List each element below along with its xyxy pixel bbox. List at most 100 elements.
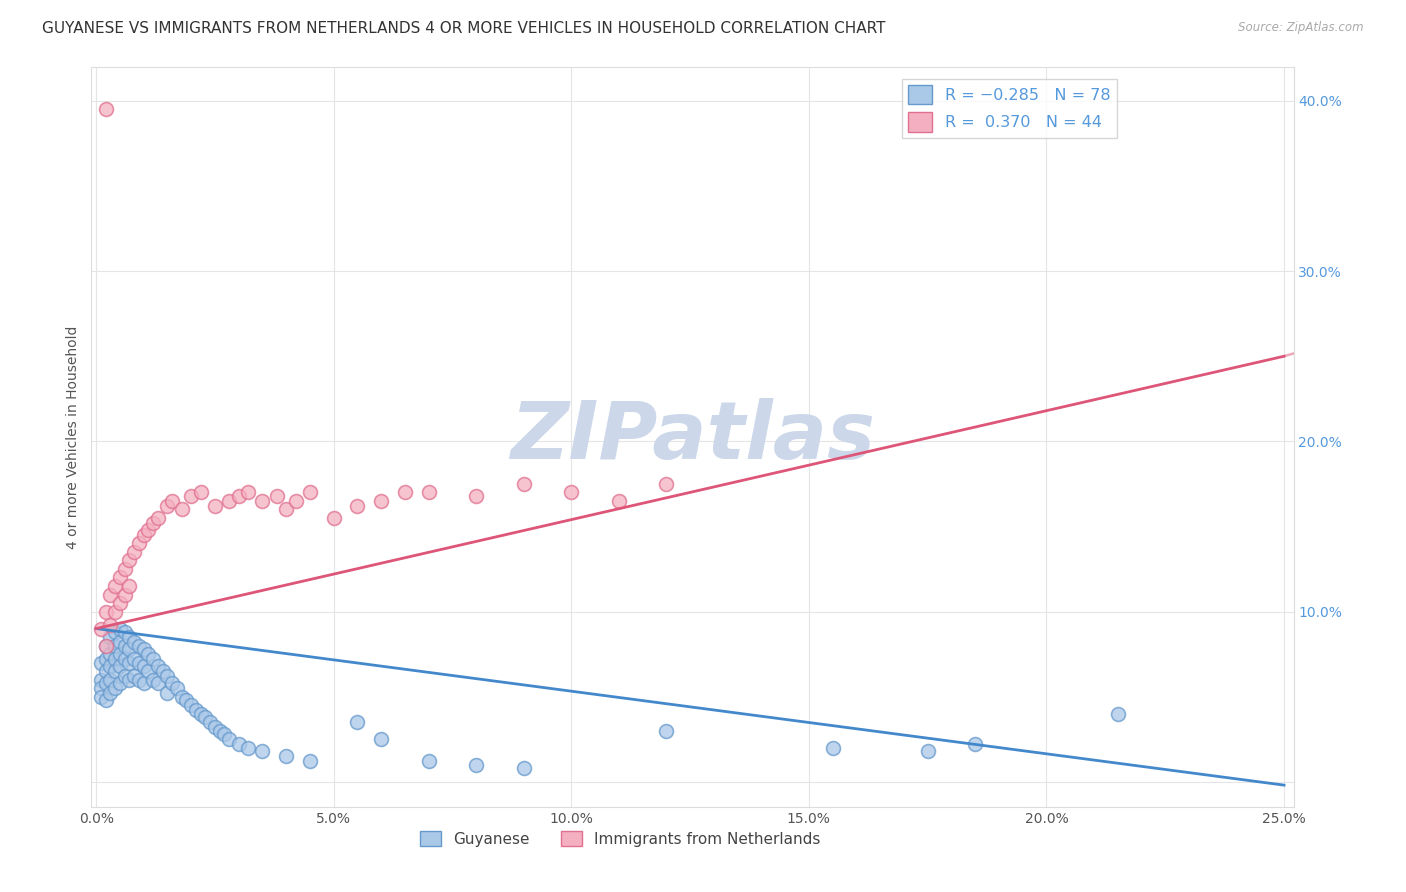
- Point: [108, 596, 131, 610]
- Point: [156, 499, 179, 513]
- Point: [94, 639, 117, 653]
- Point: [94, 103, 117, 117]
- Point: [122, 652, 145, 666]
- Point: [90, 656, 112, 670]
- Point: [118, 579, 141, 593]
- Point: [146, 659, 169, 673]
- Point: [346, 715, 368, 730]
- Point: [142, 516, 165, 530]
- Point: [104, 579, 127, 593]
- Point: [128, 639, 150, 653]
- Point: [114, 639, 136, 653]
- Point: [214, 727, 236, 741]
- Point: [100, 618, 122, 632]
- Point: [90, 681, 112, 695]
- Point: [114, 562, 136, 576]
- Point: [108, 635, 131, 649]
- Point: [208, 723, 231, 738]
- Point: [184, 703, 207, 717]
- Point: [513, 476, 536, 491]
- Point: [418, 754, 440, 768]
- Point: [108, 676, 131, 690]
- Point: [100, 630, 122, 644]
- Point: [465, 489, 488, 503]
- Point: [228, 737, 250, 751]
- Point: [252, 744, 274, 758]
- Point: [513, 761, 536, 775]
- Point: [94, 639, 117, 653]
- Point: [298, 485, 321, 500]
- Point: [90, 673, 112, 687]
- Point: [118, 553, 141, 567]
- Point: [138, 523, 160, 537]
- Point: [276, 749, 298, 764]
- Point: [122, 635, 145, 649]
- Point: [152, 664, 174, 678]
- Legend: Guyanese, Immigrants from Netherlands: Guyanese, Immigrants from Netherlands: [413, 825, 827, 853]
- Point: [100, 673, 122, 687]
- Point: [108, 570, 131, 584]
- Point: [370, 732, 392, 747]
- Point: [114, 652, 136, 666]
- Point: [238, 485, 260, 500]
- Point: [218, 732, 240, 747]
- Point: [965, 737, 987, 751]
- Point: [160, 676, 183, 690]
- Point: [284, 494, 307, 508]
- Point: [90, 622, 112, 636]
- Point: [194, 710, 217, 724]
- Point: [821, 740, 844, 755]
- Point: [104, 664, 127, 678]
- Point: [104, 624, 127, 639]
- Point: [204, 720, 226, 734]
- Point: [176, 693, 198, 707]
- Point: [1107, 706, 1129, 721]
- Point: [114, 669, 136, 683]
- Text: GUYANESE VS IMMIGRANTS FROM NETHERLANDS 4 OR MORE VEHICLES IN HOUSEHOLD CORRELAT: GUYANESE VS IMMIGRANTS FROM NETHERLANDS …: [42, 21, 886, 36]
- Point: [104, 639, 127, 653]
- Point: [132, 676, 155, 690]
- Point: [132, 659, 155, 673]
- Point: [322, 511, 344, 525]
- Point: [100, 659, 122, 673]
- Point: [560, 485, 582, 500]
- Point: [100, 587, 122, 601]
- Point: [170, 502, 193, 516]
- Point: [156, 669, 179, 683]
- Point: [190, 485, 212, 500]
- Point: [160, 494, 183, 508]
- Point: [128, 673, 150, 687]
- Point: [94, 664, 117, 678]
- Point: [917, 744, 939, 758]
- Point: [190, 706, 212, 721]
- Point: [394, 485, 416, 500]
- Point: [465, 757, 488, 772]
- Point: [138, 647, 160, 661]
- Point: [142, 652, 165, 666]
- Point: [276, 502, 298, 516]
- Point: [266, 489, 288, 503]
- Point: [108, 647, 131, 661]
- Point: [218, 494, 240, 508]
- Point: [108, 659, 131, 673]
- Point: [104, 681, 127, 695]
- Point: [90, 690, 112, 704]
- Point: [94, 652, 117, 666]
- Point: [180, 698, 202, 713]
- Point: [128, 536, 150, 550]
- Point: [132, 528, 155, 542]
- Point: [104, 652, 127, 666]
- Point: [94, 605, 117, 619]
- Text: Source: ZipAtlas.com: Source: ZipAtlas.com: [1239, 21, 1364, 34]
- Point: [108, 622, 131, 636]
- Point: [166, 681, 188, 695]
- Point: [370, 494, 392, 508]
- Point: [104, 605, 127, 619]
- Point: [118, 630, 141, 644]
- Point: [94, 693, 117, 707]
- Point: [146, 511, 169, 525]
- Point: [156, 686, 179, 700]
- Point: [238, 740, 260, 755]
- Point: [128, 656, 150, 670]
- Point: [655, 476, 678, 491]
